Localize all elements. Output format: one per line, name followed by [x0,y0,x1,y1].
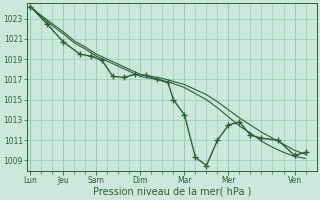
X-axis label: Pression niveau de la mer( hPa ): Pression niveau de la mer( hPa ) [92,187,251,197]
